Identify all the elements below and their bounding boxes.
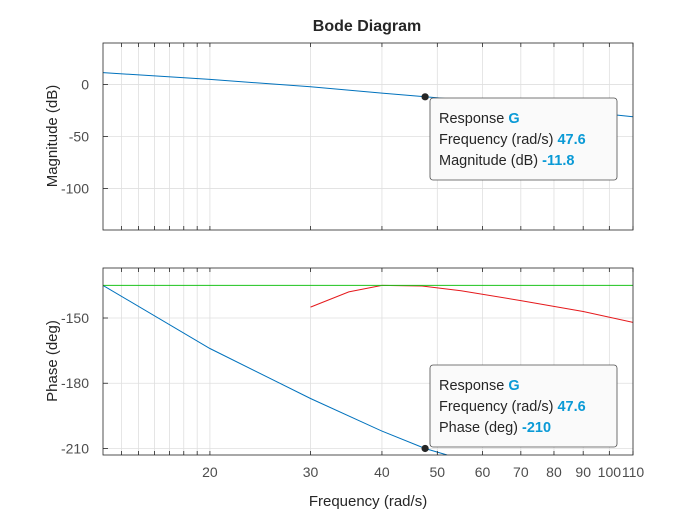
y-tick-label: -210 (61, 440, 89, 456)
magnitude-ylabel: Magnitude (dB) (44, 85, 61, 188)
phase-datatip[interactable]: Response G Frequency (rad/s) 47.6 Phase (d… (421, 364, 618, 453)
datatip-row: Frequency (rad/s) 47.6 (439, 132, 586, 148)
y-tick-label: -180 (61, 375, 89, 391)
x-tick-label: 80 (546, 464, 562, 480)
magnitude-axes[interactable]: 0 -50 -100 Response G Frequency (rad/s) 47.… (61, 42, 634, 231)
datatip-label: Frequency (rad/s) (439, 399, 553, 415)
datatip-value: 47.6 (557, 399, 585, 415)
magnitude-frame (102, 42, 634, 231)
datatip-marker[interactable] (421, 444, 429, 453)
y-tick-label: -150 (61, 310, 89, 326)
phase-curves (103, 284, 634, 455)
phase-frame (102, 267, 634, 456)
chart-title: Bode Diagram (313, 18, 421, 35)
datatip-row: Magnitude (dB) -11.8 (439, 153, 574, 169)
datatip-value: G (508, 111, 519, 127)
datatip-value: -11.8 (542, 153, 574, 169)
datatip-box (429, 364, 618, 448)
datatip-value: G (508, 378, 519, 394)
phase-axes[interactable]: -150 -180 -210 20 30 40 50 60 70 80 90 100 110 Respo… (61, 267, 644, 480)
datatip-label: Frequency (rad/s) (439, 132, 553, 148)
datatip-value: -210 (522, 420, 551, 436)
x-tick-label: 110 (622, 464, 645, 480)
x-tick-label: 60 (475, 464, 491, 480)
x-axis-label: Frequency (rad/s) (309, 493, 427, 510)
y-tick-label: -100 (61, 180, 89, 196)
y-tick-label: 0 (81, 77, 89, 93)
datatip-row: Response G (439, 111, 520, 127)
datatip-box (429, 97, 618, 181)
series-line-1[interactable] (310, 284, 634, 323)
datatip-row: Phase (deg) -210 (439, 420, 551, 436)
phase-ticks: -150 -180 -210 20 30 40 50 60 70 80 90 100 110 (61, 268, 644, 480)
x-tick-label: 70 (513, 464, 529, 480)
datatip-label: Phase (deg) (439, 420, 518, 436)
x-tick-label: 40 (374, 464, 390, 480)
x-tick-label: 100 (598, 464, 622, 480)
x-tick-label: 50 (430, 464, 446, 480)
x-tick-label: 30 (303, 464, 319, 480)
datatip-row: Response G (439, 378, 520, 394)
magnitude-datatip[interactable]: Response G Frequency (rad/s) 47.6 Magnitud… (421, 93, 618, 181)
datatip-label: Response (439, 111, 504, 127)
series-line-0[interactable] (103, 284, 448, 455)
x-tick-label: 90 (575, 464, 591, 480)
y-tick-label: -50 (69, 129, 89, 145)
x-tick-label: 20 (202, 464, 218, 480)
magnitude-ticks: 0 -50 -100 (61, 43, 634, 230)
phase-ylabel: Phase (deg) (44, 320, 61, 402)
datatip-label: Response (439, 378, 504, 394)
datatip-marker[interactable] (421, 93, 429, 101)
datatip-value: 47.6 (557, 132, 585, 148)
datatip-row: Frequency (rad/s) 47.6 (439, 399, 586, 415)
datatip-label: Magnitude (dB) (439, 153, 538, 169)
